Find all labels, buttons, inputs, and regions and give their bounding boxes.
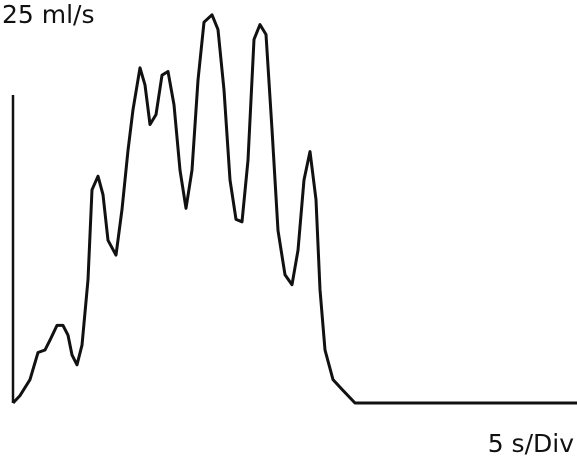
y-axis-label: 25 ml/s bbox=[2, 0, 95, 29]
flow-line bbox=[11, 13, 577, 405]
x-axis-label: 5 s/Div bbox=[488, 429, 574, 458]
